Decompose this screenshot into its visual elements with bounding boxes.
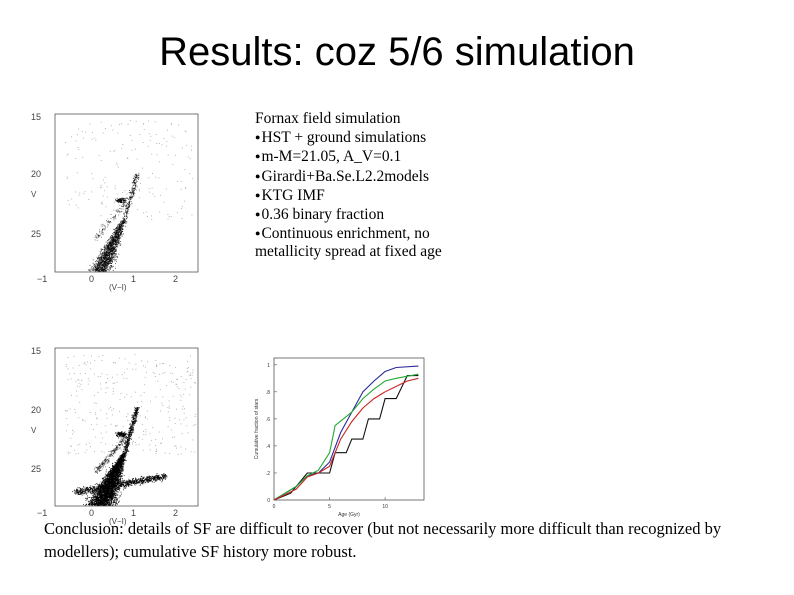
cmd-bottom-ytick: 15 — [31, 346, 41, 356]
bullet-item: ●m-M=21.05, A_V=0.1 — [255, 148, 402, 166]
cmd-top-ytick: 25 — [31, 229, 41, 239]
bullet-item: ●Girardi+Ba.Se.L2.2models — [255, 167, 430, 185]
cmd-top-xtick: −1 — [37, 274, 47, 284]
bullet-dot: ● — [255, 189, 261, 200]
cmd-bottom-ytick: 25 — [31, 464, 41, 474]
chart-xlabel: Age (Gyr) — [338, 512, 360, 518]
bullet-dot: ● — [255, 228, 261, 239]
chart-ylabel: Cumulative fraction of stars — [254, 398, 260, 459]
bullet-item: ●KTG IMF — [255, 186, 325, 204]
chart-xtick-label: 10 — [382, 504, 388, 510]
bullet-item: ●HST + ground simulations — [255, 129, 427, 147]
bullet-dot: ● — [255, 209, 261, 220]
cmd-top-ytick: 15 — [31, 112, 41, 122]
cmd-bottom-xtick: 1 — [131, 508, 136, 518]
conclusion-text: Conclusion: details of SF are difficult … — [44, 519, 722, 561]
chart-ytick-label: .4 — [266, 444, 270, 450]
chart-xtick-label: 0 — [273, 504, 276, 510]
bullet-continuation: metallicity spread at fixed age — [255, 243, 442, 261]
cmd-bottom-xtick: 2 — [173, 508, 178, 518]
chart-ytick-label: .8 — [266, 390, 270, 396]
cmd-bottom-frame — [54, 347, 199, 507]
cmd-bottom-xtick: −1 — [37, 508, 47, 518]
chart-ytick-label: 0 — [267, 498, 270, 504]
chart-series-line-0 — [273, 375, 419, 501]
chart-xtick-label: 5 — [328, 504, 331, 510]
bullet-item: ●0.36 binary fraction — [255, 206, 385, 224]
bullet-list: Fornax field simulation ●HST + ground si… — [255, 110, 555, 262]
cmd-top-ylabel: V — [31, 190, 37, 199]
cmd-bottom-ylabel: V — [31, 426, 37, 435]
chart-ytick-label: .2 — [266, 471, 270, 477]
cmd-top-xtick: 0 — [89, 274, 94, 284]
cmd-top-stars — [65, 120, 193, 272]
bullet-heading: Fornax field simulation — [255, 110, 401, 127]
cmd-bottom-xtick: 0 — [89, 508, 94, 518]
cmd-bottom-xlabel: (V−I) — [109, 517, 127, 526]
slide-title: Results: coz 5/6 simulation — [159, 30, 635, 74]
cmd-top-xtick: 1 — [131, 274, 136, 284]
chart-series-line-2 — [273, 373, 419, 501]
cmd-top-xtick: 2 — [173, 274, 178, 284]
bullet-dot: ● — [255, 132, 261, 143]
bullet-dot: ● — [255, 151, 261, 162]
cmd-bottom-plot: 15 20 25 V −1 0 1 2 (V−I) — [31, 346, 199, 526]
cmd-top-frame — [54, 113, 199, 273]
cmd-top-xlabel: (V−I) — [109, 283, 127, 292]
cmd-bottom-ytick: 20 — [31, 405, 41, 415]
chart-ytick-label: 1 — [267, 363, 270, 369]
cmd-bottom-stars — [65, 354, 196, 506]
cmd-top-plot: 15 20 25 V −1 0 1 2 (V−I) — [31, 112, 199, 292]
chart-ytick-label: .6 — [266, 417, 270, 423]
bullet-item: ●Continuous enrichment, no — [255, 225, 430, 243]
chart-series-line-3 — [273, 377, 419, 501]
bullet-dot: ● — [255, 170, 261, 181]
cmd-top-ytick: 20 — [31, 169, 41, 179]
chart-frame — [273, 357, 425, 501]
